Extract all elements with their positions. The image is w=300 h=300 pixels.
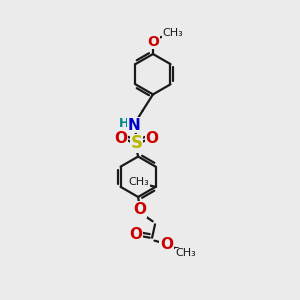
Text: N: N [127, 118, 140, 133]
Text: S: S [130, 134, 142, 152]
Text: O: O [160, 237, 173, 252]
Text: O: O [147, 34, 159, 49]
Text: CH₃: CH₃ [163, 28, 183, 38]
Text: H: H [119, 117, 129, 130]
Text: CH₃: CH₃ [175, 248, 196, 258]
Text: O: O [133, 202, 146, 217]
Text: O: O [146, 131, 159, 146]
Text: CH₃: CH₃ [128, 177, 149, 187]
Text: O: O [115, 131, 128, 146]
Text: O: O [130, 227, 142, 242]
